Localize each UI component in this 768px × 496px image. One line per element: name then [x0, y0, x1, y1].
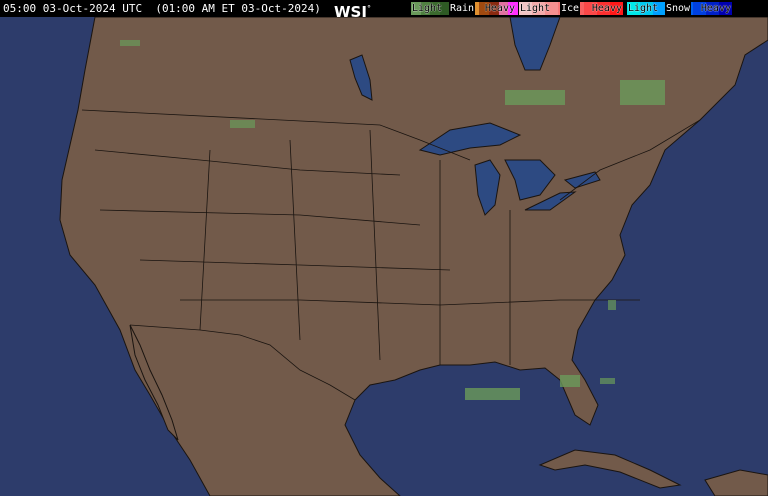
legend-swatch — [545, 2, 558, 15]
legend-swatch — [440, 2, 450, 15]
legend-rain: Light Rain Heavy — [411, 2, 519, 15]
rain-echo — [608, 300, 616, 310]
legend-swatch — [705, 2, 719, 15]
legend-swatch — [627, 2, 641, 15]
rain-echo — [465, 388, 520, 400]
legend-swatch — [718, 2, 732, 15]
legend-snow: Light Snow Heavy — [627, 2, 732, 15]
rain-echo — [620, 80, 665, 105]
lake-winnipeg — [349, 54, 373, 101]
legend-ice-heavy: Heavy — [591, 3, 622, 14]
north-america-land — [59, 17, 768, 496]
legend-snow-light: Light — [628, 3, 659, 14]
hispaniola — [704, 469, 768, 496]
legend-snow-title: Snow — [665, 2, 692, 15]
legend-swatch — [692, 2, 706, 15]
legend-swatch — [479, 2, 489, 15]
legend-swatch — [653, 2, 667, 15]
legend-ice: Light Ice Heavy — [519, 2, 623, 15]
legend-snow-heavy: Heavy — [700, 3, 731, 14]
cuba — [538, 449, 682, 489]
legend-swatch — [610, 2, 623, 15]
logo-text: WSI — [334, 3, 367, 21]
rain-echo — [230, 120, 255, 128]
precipitation-echoes — [120, 40, 665, 400]
lake-ontario — [563, 171, 601, 189]
lake-michigan — [474, 159, 501, 216]
legend-swatch — [420, 2, 431, 15]
legend-swatch — [508, 2, 519, 15]
rain-echo — [505, 90, 565, 105]
rain-echo — [560, 375, 580, 387]
legend-swatch — [532, 2, 545, 15]
state-lines — [94, 129, 640, 365]
rain-echo — [120, 40, 140, 46]
legend-swatch — [597, 2, 610, 15]
wsi-logo: WSI° — [334, 3, 371, 21]
lake-huron — [504, 159, 556, 201]
hudson-bay-edge — [509, 17, 561, 71]
lake-superior — [418, 122, 522, 156]
timestamp: 05:00 03-Oct-2024 UTC (01:00 AM ET 03-Oc… — [3, 2, 321, 15]
legend-swatch — [430, 2, 441, 15]
legend-rain-light: Light — [412, 3, 443, 14]
legend-rain-title: Rain — [449, 2, 476, 15]
legend-swatch — [584, 2, 597, 15]
legend-swatch — [488, 2, 499, 15]
legend-swatch — [519, 2, 532, 15]
radar-map[interactable] — [0, 17, 768, 496]
legend-ice-light: Light — [520, 3, 551, 14]
legend-rain-heavy: Heavy — [484, 3, 515, 14]
us-canada-border — [81, 109, 701, 201]
legend-ice-title: Ice — [560, 2, 581, 15]
legend-swatch — [498, 2, 509, 15]
legend-swatch — [640, 2, 654, 15]
lake-erie — [524, 191, 577, 211]
legend-swatch — [411, 2, 421, 15]
baja-california — [129, 324, 179, 441]
header-bar: 05:00 03-Oct-2024 UTC (01:00 AM ET 03-Oc… — [0, 0, 768, 21]
rain-echo — [600, 378, 615, 384]
